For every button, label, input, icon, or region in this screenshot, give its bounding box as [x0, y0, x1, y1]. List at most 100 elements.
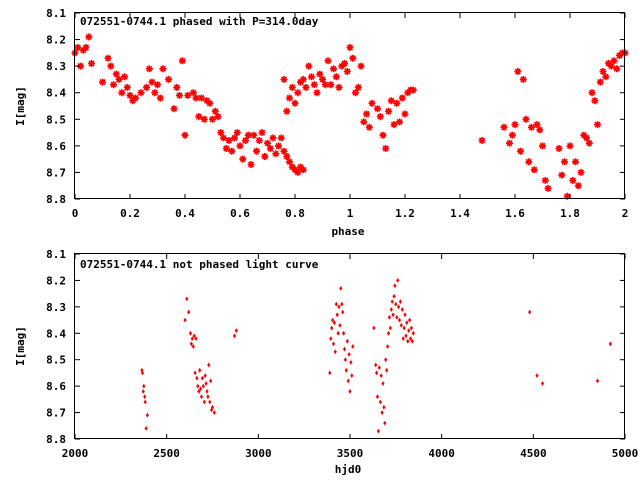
phased-data-point [323, 56, 333, 66]
light-curve-data-point [351, 344, 355, 349]
phased-data-point [136, 88, 146, 97]
phased-data-point [342, 67, 352, 76]
light-curve-x-tick-label: 4500 [520, 447, 547, 460]
light-curve-data-point [349, 360, 353, 365]
phased-data-point [287, 83, 297, 92]
light-curve-x-tick-label: 2500 [153, 447, 180, 460]
phased-data-point [408, 85, 418, 95]
phased-y-tick-label: 8.7 [46, 166, 66, 179]
light-curve-data-point [374, 362, 378, 368]
phased-data-point [145, 64, 154, 74]
phased-data-point [298, 75, 308, 84]
light-curve-data-point [389, 307, 393, 312]
light-curve-data-point [205, 389, 209, 394]
phased-data-point [279, 75, 289, 84]
phased-data-point [257, 128, 267, 137]
phased-data-point [513, 67, 523, 76]
phased-data-point [249, 130, 259, 140]
light-curve-data-point [187, 309, 191, 315]
phased-data-point [213, 112, 223, 121]
light-curve-data-point [343, 357, 347, 363]
phased-data-point [375, 112, 385, 121]
light-curve-data-point [196, 383, 200, 389]
phased-y-tick-label: 8.3 [46, 60, 66, 73]
phased-data-point [106, 61, 116, 71]
light-curve-y-tick-label: 8.7 [46, 407, 66, 420]
light-curve-x-tick-label: 3500 [337, 447, 364, 460]
phased-data-point [298, 165, 308, 175]
light-curve-x-tick-label: 3000 [245, 447, 272, 460]
phased-x-tick-label: 0.2 [120, 207, 140, 220]
phased-x-tick-label: 1.8 [560, 207, 580, 220]
light-curve-data-point [207, 362, 211, 368]
light-curve-y-tick-label: 8.4 [46, 327, 66, 340]
phased-data-point [276, 133, 286, 143]
light-curve-data-point [382, 404, 386, 410]
phased-data-point [254, 136, 264, 145]
light-curve-y-axis-label: I[mag] [14, 326, 27, 366]
light-curve-data-point [336, 330, 340, 336]
phased-data-point [510, 120, 520, 129]
phased-y-tick-label: 8.1 [46, 7, 66, 20]
light-curve-data-point [344, 367, 348, 373]
phased-data-point [233, 128, 242, 137]
light-curve-data-point [540, 381, 545, 386]
phased-x-tick-label: 0.6 [230, 207, 250, 220]
light-curve-data-point [144, 426, 148, 431]
light-curve-x-tick-label: 5000 [612, 447, 639, 460]
phased-data-point [609, 56, 619, 66]
light-curve-data-point [398, 299, 402, 304]
light-curve-data-point [335, 312, 339, 318]
light-curve-data-point [385, 367, 389, 373]
phased-x-axis-label: phase [331, 225, 364, 238]
phased-data-point [345, 43, 355, 52]
phased-data-point [235, 141, 245, 151]
phased-data-point [340, 59, 349, 68]
phased-x-tick-label: 0.8 [285, 207, 305, 220]
phased-data-point [359, 117, 369, 127]
phased-data-point [595, 77, 605, 87]
phased-data-point [571, 157, 580, 167]
light-curve-data-point [340, 301, 344, 307]
light-curve-data-point [333, 349, 337, 355]
phased-data-point [169, 104, 179, 113]
light-curve-data-point [203, 373, 207, 378]
phased-data-point [584, 138, 594, 148]
light-curve-data-point [528, 309, 532, 315]
phased-data-point [238, 154, 248, 164]
light-curve-data-point [377, 365, 381, 370]
light-curve-data-point [381, 381, 385, 386]
light-curve-data-point [209, 378, 213, 384]
light-curve-data-point [200, 375, 204, 381]
phased-points [70, 32, 630, 201]
phased-data-point [329, 64, 338, 74]
phased-data-point [381, 144, 391, 153]
phased-data-point [290, 99, 300, 108]
phased-data-point [524, 157, 534, 167]
phased-data-point [367, 99, 377, 108]
phased-data-point [285, 93, 294, 103]
light-curve-data-point [387, 315, 391, 320]
light-curve-data-point [212, 410, 216, 415]
light-curve-data-point [376, 428, 380, 434]
light-curve-points [140, 278, 612, 434]
light-curve-data-point [347, 352, 351, 357]
light-curve-data-point [409, 325, 413, 331]
light-curve-data-point [393, 283, 397, 289]
phased-data-point [200, 115, 209, 124]
light-curve-data-point [383, 420, 387, 426]
phased-data-point [175, 91, 184, 100]
phased-chart-title: 072551-0744.1 phased with P=314.0day [80, 15, 319, 28]
phased-data-point [156, 93, 165, 103]
phased-data-point [587, 88, 597, 97]
light-curve-data-point [375, 370, 379, 376]
light-curve-data-point [329, 336, 333, 341]
light-curve-data-point [341, 309, 345, 315]
phased-data-point [477, 136, 487, 145]
phased-data-point [590, 96, 600, 105]
light-curve-data-point [396, 278, 400, 283]
phased-data-point [356, 61, 366, 71]
light-curve-data-point [392, 293, 396, 299]
light-curve-data-point [342, 330, 346, 336]
